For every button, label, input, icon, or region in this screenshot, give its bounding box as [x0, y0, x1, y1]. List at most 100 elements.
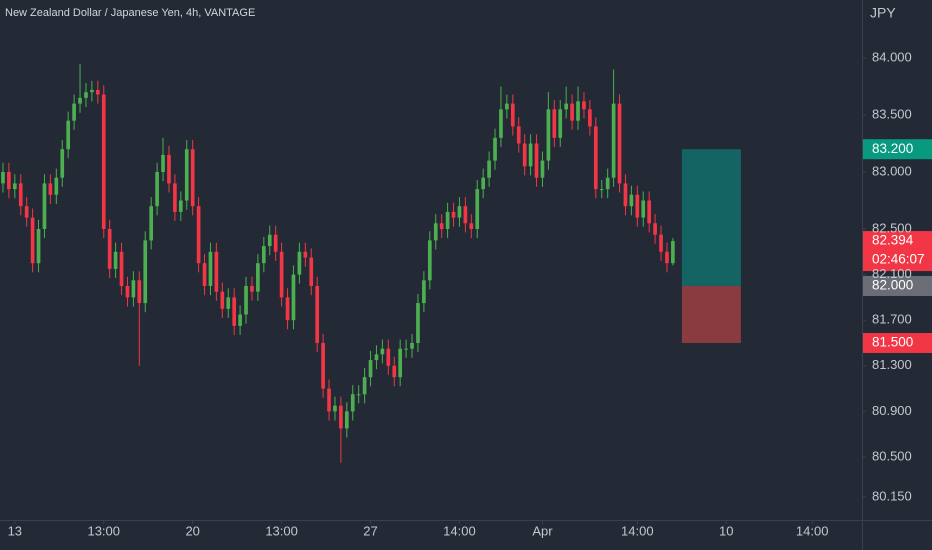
candle-body	[540, 160, 545, 178]
candle-body	[226, 297, 231, 309]
candle-body	[457, 206, 462, 218]
candle-body	[386, 348, 391, 366]
candle-body	[558, 109, 563, 138]
loss-zone	[681, 285, 741, 343]
candle-body	[439, 223, 444, 229]
candle-body	[564, 103, 569, 110]
candle-body	[368, 360, 373, 378]
candle-body	[487, 160, 491, 178]
price-badge-label: 82.394	[872, 233, 914, 248]
candle-body	[635, 194, 640, 218]
price-badge	[863, 139, 932, 160]
y-tick-label: 80.500	[872, 448, 912, 463]
candle-body	[570, 103, 574, 121]
candle-body	[481, 177, 486, 190]
y-tick-label: 81.700	[872, 312, 912, 327]
candle-body	[297, 251, 302, 275]
candle-body	[48, 183, 53, 195]
y-tick-label: 82.100	[872, 266, 912, 281]
candle-body	[90, 89, 94, 93]
candle-body	[641, 200, 646, 218]
candle-body	[374, 354, 379, 361]
candle-body	[671, 241, 675, 264]
candle-body	[451, 211, 456, 218]
candle-body	[184, 149, 189, 201]
price-badge	[863, 275, 932, 296]
candle-body	[546, 109, 551, 161]
candle-body	[659, 234, 663, 252]
candle-body	[7, 172, 11, 190]
candle-body	[137, 280, 142, 304]
candle-body	[250, 285, 254, 292]
candle-body	[256, 263, 260, 292]
x-tick-label: 13	[8, 523, 22, 538]
candle-body	[522, 143, 527, 167]
price-badge-label: 81.500	[872, 335, 913, 350]
candle-body	[244, 285, 248, 315]
candle-body	[30, 217, 35, 264]
candle-body	[647, 200, 652, 224]
y-tick-label: 80.150	[872, 488, 912, 503]
candle-body	[36, 228, 41, 264]
y-tick-label: 81.300	[872, 357, 912, 372]
candle-body	[380, 348, 385, 355]
y-tick-label: 84.000	[872, 49, 912, 64]
candle-body	[315, 285, 320, 343]
candle-body	[416, 303, 420, 343]
candle-body	[617, 103, 622, 184]
candle-body	[84, 92, 88, 98]
candle-body	[392, 365, 397, 378]
candle-body	[119, 251, 124, 286]
x-tick-label: 20	[185, 523, 199, 538]
candle-body	[202, 263, 207, 286]
candle-body	[303, 251, 308, 258]
candle-body	[327, 388, 331, 412]
price-badge	[863, 332, 932, 353]
candle-body	[552, 109, 557, 138]
candle-body	[493, 137, 497, 161]
candle-body	[350, 394, 355, 412]
plot-area	[1, 63, 741, 463]
candle-body	[427, 240, 432, 281]
candle-body	[309, 257, 314, 286]
y-axis-label: JPY	[870, 5, 896, 21]
x-tick-label: 13:00	[87, 523, 120, 538]
candle-body	[291, 274, 296, 321]
candle-body	[214, 251, 219, 292]
candle-body	[356, 394, 361, 396]
candle-body	[72, 103, 76, 121]
candle-body	[582, 101, 586, 110]
candle-body	[410, 342, 414, 349]
candle-body	[18, 183, 23, 207]
candle-body	[398, 348, 403, 378]
candle-body	[344, 411, 349, 429]
x-tick-label: 27	[363, 523, 377, 538]
candle-body	[653, 223, 657, 235]
candle-body	[107, 228, 112, 269]
price-badges: 83.200 82.000 81.500 82.394 02:46:07	[863, 139, 932, 353]
candle-body	[593, 126, 598, 190]
candle-body	[101, 94, 106, 229]
candle-body	[161, 154, 165, 173]
x-tick-label: 10	[719, 523, 733, 538]
y-tick-label: 83.500	[872, 106, 912, 121]
candle-body	[178, 200, 183, 212]
candle-body	[599, 189, 604, 191]
y-tick-label: 80.900	[872, 403, 912, 418]
candle-body	[433, 223, 438, 241]
x-tick-label: 14:00	[796, 523, 829, 538]
candle-body	[238, 314, 242, 326]
candle-body	[475, 189, 480, 229]
candle-body	[499, 109, 503, 138]
candle-body	[12, 183, 17, 190]
candle-body	[623, 183, 628, 207]
candle-body	[113, 251, 118, 269]
x-tick-label: 13:00	[265, 523, 298, 538]
candle-body	[404, 348, 408, 350]
candle-body	[24, 206, 29, 218]
countdown-label: 02:46:07	[872, 252, 925, 267]
candle-body	[42, 183, 47, 229]
candle-body	[78, 97, 82, 104]
candle-body	[510, 103, 515, 127]
candle-body	[1, 172, 5, 184]
